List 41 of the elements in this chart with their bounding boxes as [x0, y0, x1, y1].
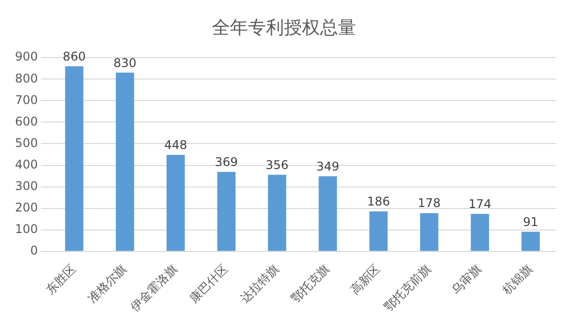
y-tick-label: 900 [15, 50, 38, 64]
bar [318, 176, 337, 251]
data-label: 830 [114, 56, 136, 70]
chart-title: 全年专利授权总量 [212, 17, 356, 38]
bar [65, 66, 84, 251]
y-tick-label: 100 [15, 222, 38, 236]
bar [217, 172, 236, 251]
data-label: 860 [62, 49, 86, 64]
y-tick-label: 300 [15, 178, 38, 193]
bar [369, 211, 388, 251]
x-tick-label: 准格尔旗 [85, 262, 130, 306]
data-label: 349 [316, 159, 340, 174]
y-tick-label: 500 [15, 136, 38, 150]
x-tick-label: 伊金霍洛旗 [128, 262, 180, 314]
bar [470, 214, 490, 251]
data-label: 91 [523, 214, 538, 229]
y-tick-label: 200 [15, 200, 38, 214]
data-label: 356 [266, 158, 289, 172]
x-tick-label: 乌审旗 [448, 262, 484, 298]
bar [522, 232, 540, 251]
data-label: 174 [468, 197, 492, 212]
data-label: 178 [418, 196, 441, 210]
bar [116, 72, 134, 251]
data-label: 448 [164, 138, 188, 152]
x-tick-label: 东胜区 [43, 262, 79, 298]
bar [268, 174, 286, 251]
bar [166, 154, 185, 251]
y-tick-label: 600 [15, 114, 38, 128]
x-tick-label: 鄂托克前旗 [381, 262, 434, 314]
x-tick-label: 杭锦旗 [498, 262, 535, 298]
x-tick-label: 达拉特旗 [238, 262, 282, 306]
bar [420, 213, 438, 251]
x-tick-label: 康巴什区 [186, 262, 231, 306]
y-tick-label: 400 [15, 157, 38, 172]
y-tick-label: 800 [15, 71, 38, 86]
x-tick-label: 高新区 [347, 262, 383, 298]
x-tick-label: 鄂托克旗 [288, 262, 332, 306]
data-label: 369 [214, 155, 238, 170]
y-tick-label: 700 [15, 92, 38, 107]
data-label: 186 [367, 194, 390, 208]
y-tick-label: 0 [30, 244, 38, 258]
